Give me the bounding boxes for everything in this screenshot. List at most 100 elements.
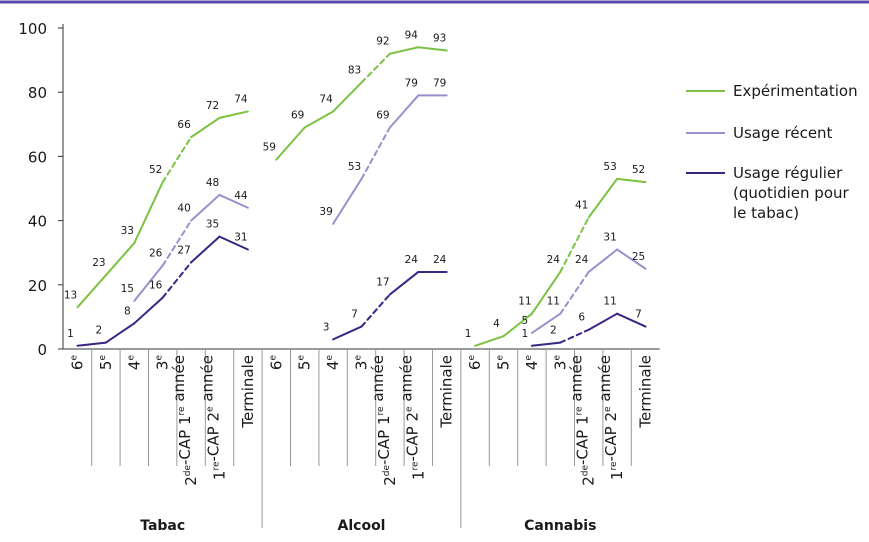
data-label-cannabis-usage-recent: 24 bbox=[575, 254, 589, 266]
data-label-tabac-experimentation: 52 bbox=[149, 164, 162, 176]
category-label-alcool-4: 2de-CAP 1re année bbox=[369, 355, 399, 486]
data-label-cannabis-usage-recent: 5 bbox=[522, 315, 529, 327]
data-label-tabac-usage-regulier-quotidien-pour-le-tabac: 27 bbox=[177, 244, 190, 256]
category-label-tabac-0: 6e bbox=[69, 355, 87, 371]
series-segment-cannabis-experimentation bbox=[474, 335, 505, 347]
data-label-alcool-experimentation: 59 bbox=[263, 142, 276, 154]
data-label-alcool-usage-recent: 79 bbox=[433, 77, 446, 89]
data-label-cannabis-experimentation: 11 bbox=[518, 296, 531, 308]
series-segment-alcool-usage-recent bbox=[360, 126, 391, 180]
data-label-tabac-experimentation: 74 bbox=[234, 93, 248, 105]
data-label-tabac-usage-regulier-quotidien-pour-le-tabac: 1 bbox=[67, 328, 74, 340]
category-label-cannabis-5: 1re-CAP 2e année bbox=[596, 355, 626, 480]
category-label-tabac-6: Terminale bbox=[239, 355, 257, 429]
data-label-cannabis-usage-regulier-quotidien-pour-le-tabac: 7 bbox=[635, 309, 642, 321]
data-label-tabac-experimentation: 13 bbox=[64, 289, 77, 301]
series-segment-cannabis-experimentation bbox=[559, 216, 590, 273]
data-label-cannabis-experimentation: 4 bbox=[493, 318, 500, 330]
category-label-tabac-1: 5e bbox=[97, 355, 115, 371]
series-segment-tabac-usage-recent bbox=[133, 264, 164, 302]
y-tick-label-60: 60 bbox=[28, 148, 47, 166]
data-label-cannabis-experimentation: 1 bbox=[465, 328, 472, 340]
series-segment-alcool-experimentation bbox=[332, 81, 363, 113]
series-segment-cannabis-usage-regulier-quotidien-pour-le-tabac bbox=[616, 312, 647, 328]
series-segment-cannabis-usage-recent bbox=[587, 248, 619, 273]
group-label-alcool: Alcool bbox=[338, 518, 386, 534]
series-segment-tabac-experimentation bbox=[218, 110, 249, 119]
data-label-tabac-experimentation: 33 bbox=[121, 225, 134, 237]
category-label-cannabis-0: 6e bbox=[466, 355, 484, 371]
data-label-tabac-usage-regulier-quotidien-pour-le-tabac: 2 bbox=[96, 325, 103, 337]
data-label-tabac-usage-recent: 44 bbox=[234, 190, 248, 202]
category-label-alcool-3: 3e bbox=[353, 355, 371, 371]
data-label-alcool-experimentation: 69 bbox=[291, 110, 304, 122]
y-tick-label-80: 80 bbox=[28, 84, 47, 102]
series-segment-tabac-usage-recent bbox=[161, 219, 193, 267]
data-label-cannabis-usage-regulier-quotidien-pour-le-tabac: 2 bbox=[550, 325, 557, 337]
category-label-alcool-5: 1re-CAP 2e année bbox=[397, 355, 427, 480]
legend-label-1: Usage récent bbox=[733, 124, 833, 142]
group-label-tabac: Tabac bbox=[140, 518, 185, 534]
series-segment-cannabis-usage-recent bbox=[616, 248, 647, 270]
data-label-cannabis-experimentation: 24 bbox=[547, 254, 561, 266]
series-segment-alcool-usage-regulier-quotidien-pour-le-tabac bbox=[388, 270, 420, 296]
legend-label-0: Expérimentation bbox=[733, 82, 858, 100]
series-segment-tabac-usage-regulier-quotidien-pour-le-tabac bbox=[190, 235, 221, 264]
legend-label-2: le tabac) bbox=[733, 204, 799, 222]
data-label-alcool-experimentation: 83 bbox=[348, 65, 361, 77]
series-segment-tabac-experimentation bbox=[133, 181, 164, 245]
legend-label-2: Usage régulier bbox=[733, 164, 843, 182]
series-segment-tabac-experimentation bbox=[190, 116, 221, 139]
series-segment-tabac-usage-regulier-quotidien-pour-le-tabac bbox=[104, 322, 136, 344]
category-label-tabac-2: 4e bbox=[125, 355, 143, 371]
category-label-cannabis-6: Terminale bbox=[637, 355, 655, 429]
series-segment-tabac-experimentation bbox=[76, 274, 107, 309]
category-label-alcool-1: 5e bbox=[296, 355, 314, 371]
series-segment-cannabis-usage-regulier-quotidien-pour-le-tabac bbox=[530, 341, 562, 347]
data-label-cannabis-usage-regulier-quotidien-pour-le-tabac: 11 bbox=[603, 296, 616, 308]
data-label-tabac-usage-recent: 48 bbox=[206, 177, 219, 189]
series-segment-cannabis-usage-regulier-quotidien-pour-le-tabac bbox=[587, 312, 619, 331]
series-segment-alcool-experimentation bbox=[360, 52, 391, 84]
data-label-alcool-usage-regulier-quotidien-pour-le-tabac: 3 bbox=[323, 321, 330, 333]
category-label-alcool-6: Terminale bbox=[438, 355, 456, 429]
series-segment-alcool-experimentation bbox=[275, 126, 306, 161]
category-label-alcool-2: 4e bbox=[324, 355, 342, 371]
data-label-alcool-experimentation: 74 bbox=[319, 93, 333, 105]
data-label-tabac-experimentation: 72 bbox=[206, 100, 219, 112]
data-label-tabac-usage-regulier-quotidien-pour-le-tabac: 8 bbox=[124, 305, 131, 317]
series-segment-tabac-usage-regulier-quotidien-pour-le-tabac bbox=[161, 261, 193, 299]
series-segment-cannabis-experimentation bbox=[502, 312, 533, 338]
series-segment-tabac-usage-regulier-quotidien-pour-le-tabac bbox=[218, 235, 249, 251]
data-label-tabac-usage-recent: 26 bbox=[149, 248, 163, 260]
category-label-cannabis-3: 3e bbox=[551, 355, 569, 371]
data-label-alcool-experimentation: 94 bbox=[405, 29, 419, 41]
data-label-alcool-usage-regulier-quotidien-pour-le-tabac: 24 bbox=[433, 254, 447, 266]
data-label-alcool-usage-regulier-quotidien-pour-le-tabac: 17 bbox=[376, 276, 389, 288]
y-tick-label-40: 40 bbox=[28, 213, 47, 231]
data-label-alcool-usage-recent: 69 bbox=[376, 110, 389, 122]
group-label-cannabis: Cannabis bbox=[524, 518, 596, 534]
category-label-alcool-0: 6e bbox=[267, 355, 285, 371]
data-label-tabac-usage-regulier-quotidien-pour-le-tabac: 16 bbox=[149, 280, 163, 292]
series-segment-alcool-usage-recent bbox=[332, 177, 363, 225]
series-segment-cannabis-experimentation bbox=[587, 177, 619, 219]
data-label-alcool-usage-regulier-quotidien-pour-le-tabac: 24 bbox=[405, 254, 419, 266]
data-label-tabac-usage-regulier-quotidien-pour-le-tabac: 31 bbox=[234, 231, 247, 243]
data-label-cannabis-usage-recent: 31 bbox=[603, 231, 616, 243]
series-segment-tabac-usage-regulier-quotidien-pour-le-tabac bbox=[76, 341, 107, 347]
y-tick-label-100: 100 bbox=[18, 20, 47, 38]
legend-label-2: (quotidien pour bbox=[733, 184, 850, 202]
category-label-tabac-5: 1re-CAP 2e année bbox=[199, 355, 229, 480]
data-label-cannabis-experimentation: 53 bbox=[603, 161, 616, 173]
series-segment-tabac-usage-recent bbox=[190, 193, 221, 222]
category-label-cannabis-4: 2de-CAP 1re année bbox=[568, 355, 598, 486]
data-label-cannabis-usage-regulier-quotidien-pour-le-tabac: 6 bbox=[578, 312, 585, 324]
data-label-alcool-experimentation: 93 bbox=[433, 32, 446, 44]
category-label-tabac-4: 2de-CAP 1re année bbox=[170, 355, 200, 486]
data-label-cannabis-experimentation: 52 bbox=[632, 164, 645, 176]
data-label-cannabis-usage-regulier-quotidien-pour-le-tabac: 1 bbox=[522, 328, 529, 340]
series-segment-cannabis-usage-recent bbox=[530, 312, 562, 334]
data-label-tabac-usage-recent: 40 bbox=[177, 203, 190, 215]
